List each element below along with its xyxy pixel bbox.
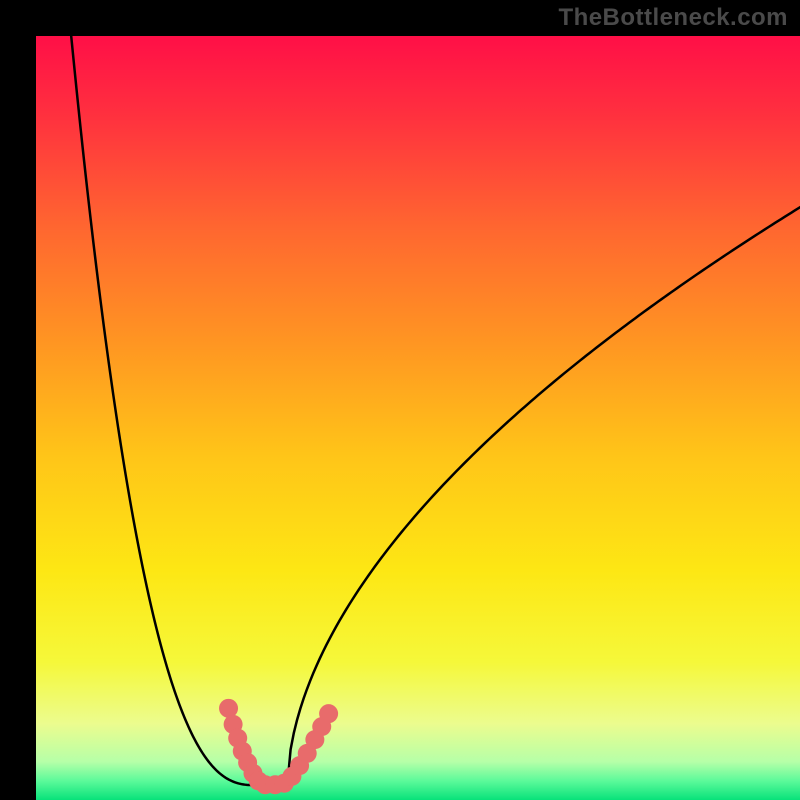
highlight-dot: [219, 699, 238, 718]
watermark-text: TheBottleneck.com: [558, 4, 788, 32]
plot-area: [36, 36, 800, 800]
bottleneck-curve: [70, 28, 800, 786]
curve-layer: [36, 36, 800, 800]
highlight-marks: [219, 699, 338, 794]
highlight-dot: [319, 704, 338, 723]
